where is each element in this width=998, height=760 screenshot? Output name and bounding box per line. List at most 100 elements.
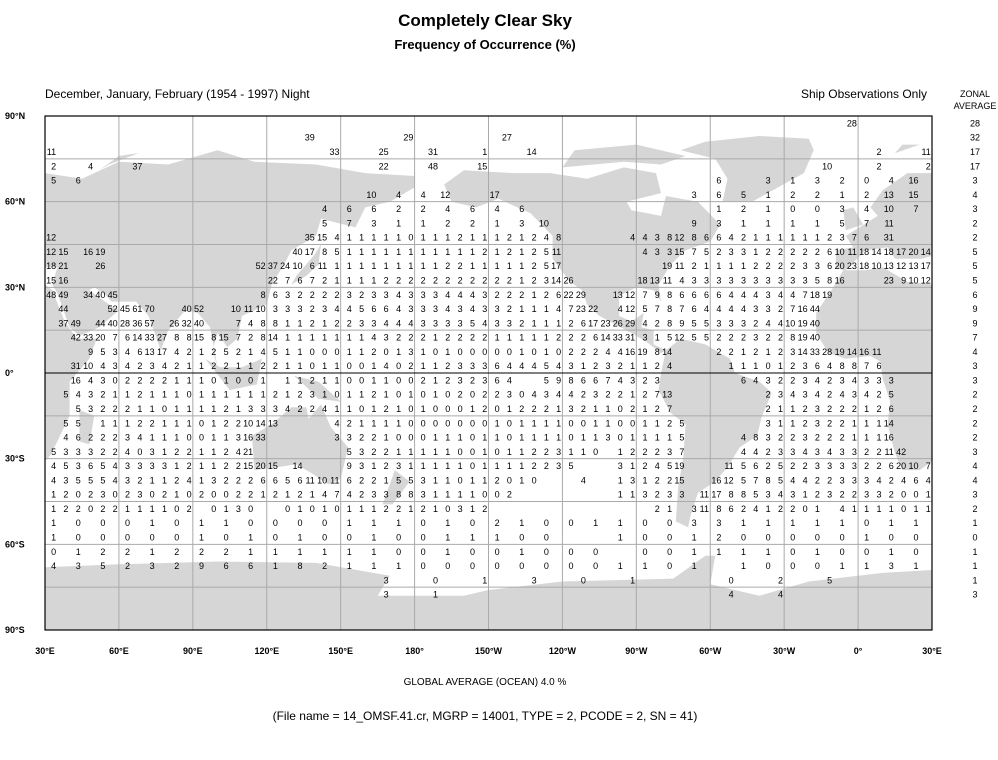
cell-value: 19 — [662, 261, 672, 271]
cell-value: 3 — [655, 247, 660, 257]
cell-value: 1 — [593, 404, 598, 414]
cell-value: 0 — [790, 204, 795, 214]
cell-value: 1 — [162, 390, 167, 400]
global-average: GLOBAL AVERAGE (OCEAN) 4.0 % — [403, 677, 567, 688]
cell-value: 1 — [544, 304, 549, 314]
cell-value: 4 — [125, 361, 130, 371]
cell-value: 0 — [642, 533, 647, 543]
cell-value: 4 — [322, 204, 327, 214]
cell-value: 6 — [692, 304, 697, 314]
cell-value: 0 — [889, 533, 894, 543]
cell-value: 5 — [100, 475, 105, 485]
cell-value: 4 — [741, 304, 746, 314]
cell-value: 3 — [827, 461, 832, 471]
cell-value: 2 — [187, 504, 192, 514]
cell-value: 2 — [248, 490, 253, 500]
cell-value: 4 — [51, 561, 56, 571]
cell-value: 3 — [273, 304, 278, 314]
cell-value: 1 — [618, 447, 623, 457]
cell-value: 1 — [359, 247, 364, 257]
cell-value: 2 — [766, 261, 771, 271]
cell-value: 1 — [334, 404, 339, 414]
cell-value: 1 — [199, 533, 204, 543]
cell-value: 5 — [322, 218, 327, 228]
cell-value: 1 — [371, 276, 376, 286]
cell-value: 3 — [433, 318, 438, 328]
cell-value: 4 — [187, 475, 192, 485]
cell-value: 3 — [359, 461, 364, 471]
cell-value: 1 — [519, 447, 524, 457]
cell-value: 1 — [408, 461, 413, 471]
cell-value: 15 — [674, 475, 684, 485]
cell-value: 4 — [162, 361, 167, 371]
cell-value: 2 — [507, 233, 512, 243]
cell-value: 4 — [113, 475, 118, 485]
cell-value: 5 — [741, 475, 746, 485]
cell-value: 18 — [859, 261, 869, 271]
cell-value: 4 — [803, 475, 808, 485]
cell-value: 0 — [88, 504, 93, 514]
cell-value: 1 — [642, 418, 647, 428]
cell-value: 7 — [692, 247, 697, 257]
cell-value: 6 — [273, 290, 278, 300]
cell-value: 7 — [236, 318, 241, 328]
cell-value: 2 — [495, 276, 500, 286]
cell-value: 3 — [371, 218, 376, 228]
cell-value: 1 — [532, 290, 537, 300]
zonal-average-value: 17 — [970, 161, 980, 171]
cell-value: 2 — [63, 490, 68, 500]
cell-value: 2 — [778, 304, 783, 314]
cell-value: 9 — [679, 318, 684, 328]
cell-value: 0 — [864, 547, 869, 557]
zonal-average-value: 4 — [972, 461, 977, 471]
cell-value: 2 — [519, 290, 524, 300]
cell-value: 1 — [618, 561, 623, 571]
cell-value: 1 — [421, 361, 426, 371]
cell-value: 1 — [199, 475, 204, 485]
cell-value: 1 — [347, 261, 352, 271]
cell-value: 1 — [224, 518, 229, 528]
cell-value: 1 — [51, 518, 56, 528]
cell-value: 11 — [663, 276, 672, 286]
cell-value: 0 — [544, 561, 549, 571]
cell-value: 16 — [884, 433, 894, 443]
cell-value: 2 — [667, 475, 672, 485]
cell-value: 2 — [137, 390, 142, 400]
cell-value: 16 — [835, 276, 845, 286]
cell-value: 1 — [790, 218, 795, 228]
longitude-label: 60°E — [109, 646, 129, 656]
cell-value: 1 — [297, 504, 302, 514]
cell-value: 1 — [495, 247, 500, 257]
cell-value: 1 — [741, 347, 746, 357]
cell-value: 40 — [182, 304, 192, 314]
cell-value: 3 — [482, 375, 487, 385]
cell-value: 2 — [532, 461, 537, 471]
cell-value: 18 — [46, 261, 56, 271]
cell-value: 2 — [766, 390, 771, 400]
zonal-average-value: 4 — [972, 190, 977, 200]
cell-value: 1 — [347, 276, 352, 286]
land-new-zealand — [382, 470, 410, 505]
cell-value: 0 — [556, 347, 561, 357]
cell-value: 1 — [544, 318, 549, 328]
cell-value: 4 — [556, 361, 561, 371]
cell-value: 2 — [532, 233, 537, 243]
cell-value: 0 — [347, 375, 352, 385]
cell-value: 0 — [113, 375, 118, 385]
cell-value: 2 — [815, 433, 820, 443]
cell-value: 1 — [532, 333, 537, 343]
cell-value: 2 — [396, 504, 401, 514]
cell-value: 3 — [815, 418, 820, 428]
cell-value: 2 — [778, 504, 783, 514]
cell-value: 0 — [507, 475, 512, 485]
cell-value: 1 — [815, 218, 820, 228]
cell-value: 1 — [137, 404, 142, 414]
cell-value: 1 — [322, 547, 327, 557]
cell-value: 3 — [396, 461, 401, 471]
cell-value: 2 — [236, 418, 241, 428]
cell-value: 1 — [692, 533, 697, 543]
cell-value: 1 — [519, 304, 524, 314]
cell-value: 2 — [76, 504, 81, 514]
cell-value: 13 — [884, 190, 894, 200]
cell-value: 2 — [889, 490, 894, 500]
